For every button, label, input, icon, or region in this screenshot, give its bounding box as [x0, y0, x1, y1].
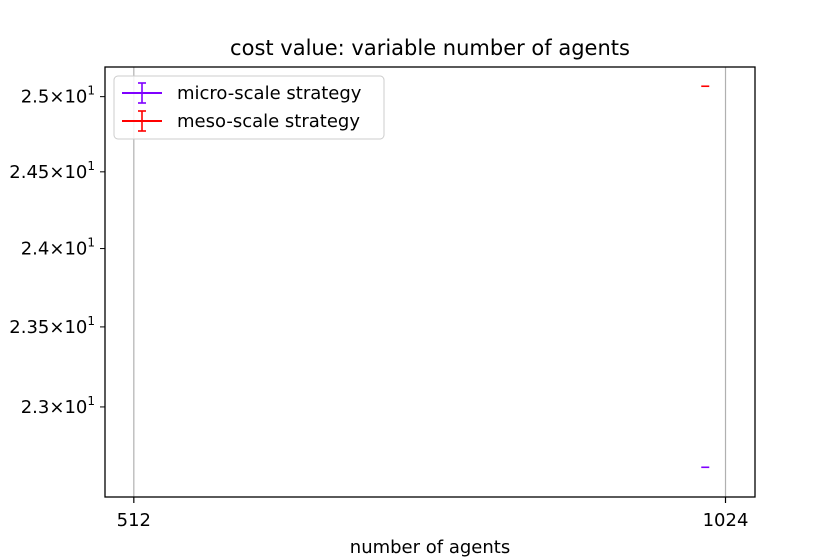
y-tick-exponent: 1 — [87, 236, 95, 250]
y-tick-mantissa: 2.45 — [9, 162, 49, 183]
y-tick-exponent: 1 — [87, 159, 95, 173]
legend-entry: micro-scale strategy — [122, 82, 362, 104]
y-tick-label: 2.35×101 — [9, 314, 95, 338]
y-tick-label: 2.45×101 — [9, 159, 95, 183]
legend-box — [113, 75, 385, 140]
plot-frame — [104, 66, 756, 498]
y-tick-times: × — [49, 317, 64, 338]
y-tick-times: × — [49, 397, 64, 418]
x-tick-label: 512 — [117, 510, 151, 531]
y-tick-times: × — [49, 162, 64, 183]
y-tick-exponent: 1 — [87, 84, 95, 98]
y-tick-base: 10 — [64, 317, 87, 338]
chart-title: cost value: variable number of agents — [230, 36, 630, 60]
legend: micro-scale strategy meso-scale strategy — [113, 75, 385, 140]
x-axis: 512 1024 — [117, 497, 749, 531]
x-tick-label: 1024 — [703, 510, 749, 531]
x-axis-label: number of agents — [350, 537, 510, 558]
y-tick-base: 10 — [64, 397, 87, 418]
legend-label: micro-scale strategy — [177, 83, 362, 104]
y-tick-label: 2.5×101 — [21, 84, 95, 108]
y-tick-mantissa: 2.35 — [9, 317, 49, 338]
y-tick-mantissa: 2.4 — [21, 239, 50, 260]
y-tick-mantissa: 2.5 — [21, 87, 50, 108]
y-tick-exponent: 1 — [87, 394, 95, 408]
legend-entry: meso-scale strategy — [122, 110, 360, 132]
y-tick-label: 2.3×101 — [21, 394, 95, 418]
y-tick-times: × — [49, 87, 64, 108]
y-tick-exponent: 1 — [87, 314, 95, 328]
y-tick-label: 2.4×101 — [21, 236, 95, 260]
y-tick-mantissa: 2.3 — [21, 397, 50, 418]
y-tick-base: 10 — [64, 239, 87, 260]
data-marks — [701, 85, 710, 469]
legend-label: meso-scale strategy — [177, 111, 360, 132]
y-tick-base: 10 — [64, 162, 87, 183]
y-tick-times: × — [49, 239, 64, 260]
y-tick-base: 10 — [64, 87, 87, 108]
